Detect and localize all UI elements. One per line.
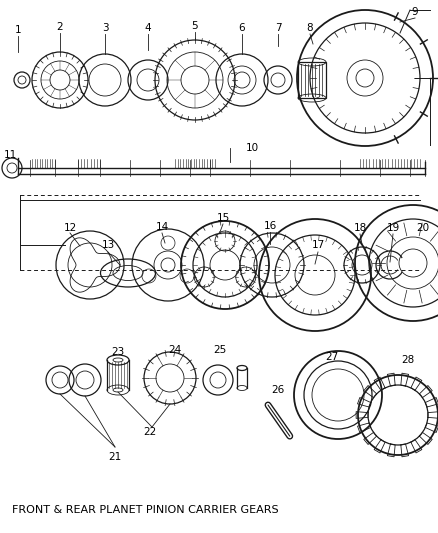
Text: 16: 16 (263, 221, 277, 231)
Text: 28: 28 (401, 355, 415, 365)
Text: 2: 2 (57, 22, 64, 32)
Text: 9: 9 (412, 7, 418, 17)
Text: 10: 10 (245, 143, 258, 153)
Text: 11: 11 (4, 150, 17, 160)
Text: 19: 19 (386, 223, 399, 233)
Text: 22: 22 (143, 427, 157, 437)
Text: 17: 17 (311, 240, 325, 250)
Text: 8: 8 (307, 23, 313, 33)
Text: 18: 18 (353, 223, 367, 233)
Text: 5: 5 (192, 21, 198, 31)
Text: 15: 15 (216, 213, 230, 223)
Text: 7: 7 (275, 23, 281, 33)
Text: 13: 13 (101, 240, 115, 250)
Text: 27: 27 (325, 352, 339, 362)
Text: 26: 26 (272, 385, 285, 395)
Text: FRONT & REAR PLANET PINION CARRIER GEARS: FRONT & REAR PLANET PINION CARRIER GEARS (12, 505, 279, 515)
Text: 14: 14 (155, 222, 169, 232)
Text: 1: 1 (15, 25, 21, 35)
Text: 25: 25 (213, 345, 226, 355)
Text: 6: 6 (239, 23, 245, 33)
Bar (298, 62, 326, 98)
Text: 23: 23 (111, 347, 125, 357)
Text: 4: 4 (145, 23, 151, 33)
Text: 12: 12 (64, 223, 77, 233)
Text: 24: 24 (168, 345, 182, 355)
Text: 3: 3 (102, 23, 108, 33)
Text: 21: 21 (108, 452, 122, 462)
Text: 20: 20 (417, 223, 430, 233)
